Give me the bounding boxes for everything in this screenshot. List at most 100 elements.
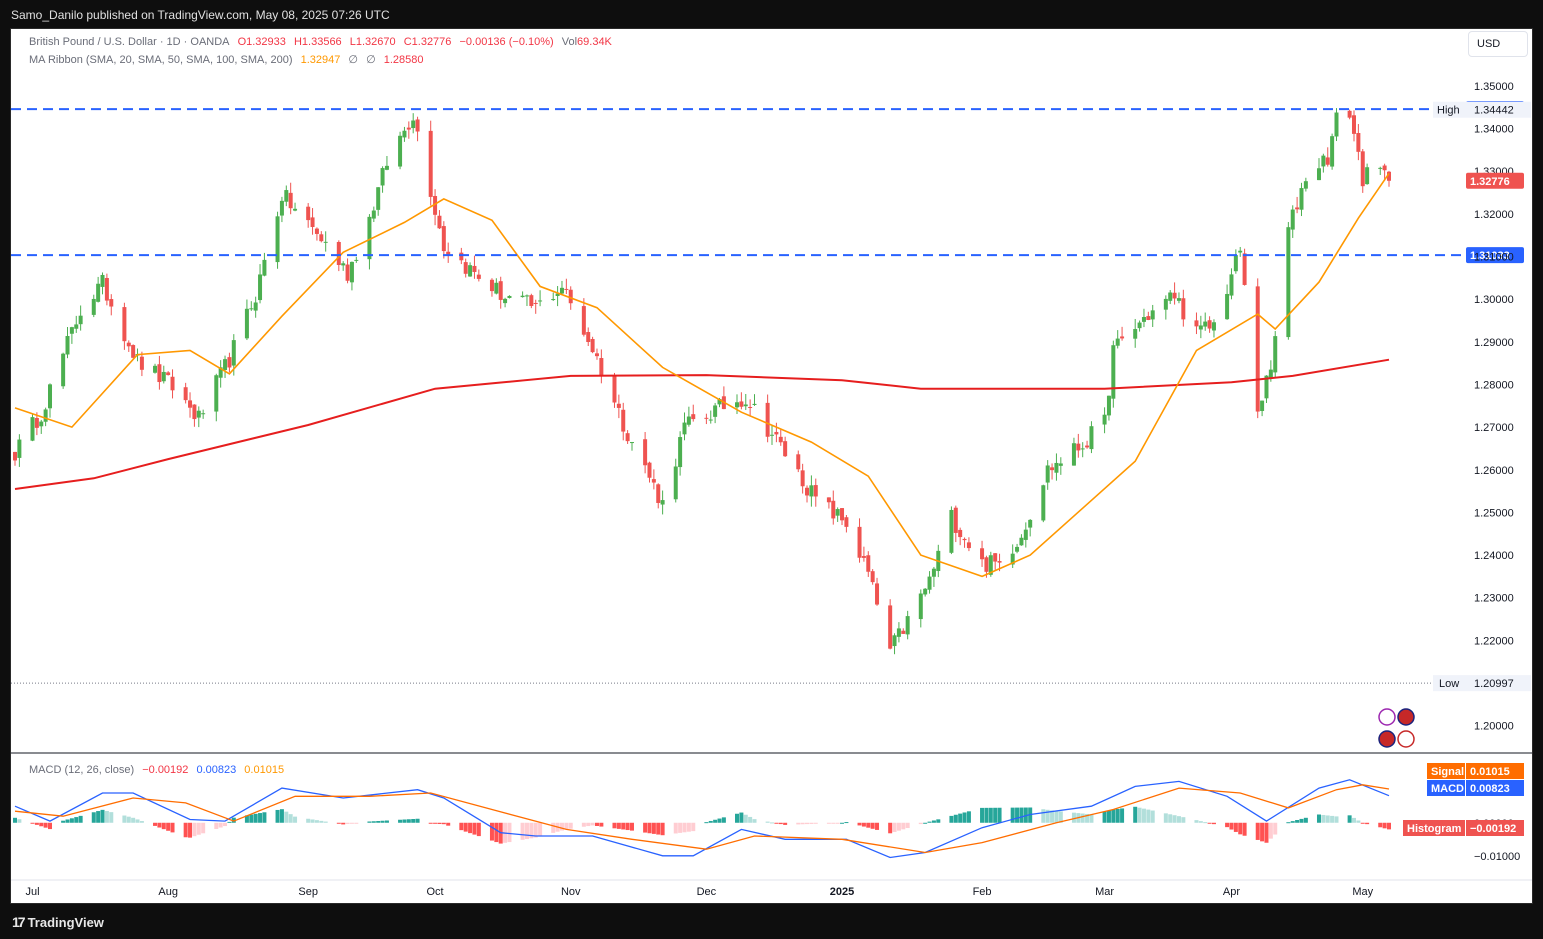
legend-macd-signal: 0.01015 — [244, 764, 285, 776]
macd-histogram-bar — [507, 822, 512, 843]
candle-body — [74, 324, 79, 329]
macd-histogram-bar — [1233, 822, 1238, 832]
candle-body — [192, 404, 197, 420]
macd-histogram-bar — [966, 811, 971, 823]
legend-open: O1.32933 — [237, 36, 286, 48]
signal-tag-value: 0.01015 — [1470, 766, 1510, 778]
price-tick-label: 1.24000 — [1474, 550, 1514, 562]
macd-histogram-bar — [559, 822, 564, 831]
legend-ma-row[interactable]: MA Ribbon (SMA, 20, SMA, 50, SMA, 100, S… — [29, 53, 428, 66]
candle-body — [625, 433, 630, 442]
candle-body — [406, 127, 411, 130]
candle-body — [1076, 443, 1081, 451]
candle-body — [778, 436, 783, 443]
macd-histogram-bar — [96, 811, 101, 823]
candle-body — [1360, 151, 1365, 187]
macd-histogram-bar — [643, 822, 648, 833]
legend-ma-label[interactable]: MA Ribbon (SMA, 20, SMA, 50, SMA, 100, S… — [29, 54, 293, 66]
macd-histogram-bar — [927, 821, 932, 823]
candle-body — [1168, 292, 1173, 301]
legend-symbol[interactable]: British Pound / U.S. Dollar · 1D · OANDA — [29, 36, 230, 48]
publisher-text: Samo_Danilo published on TradingView.com… — [11, 8, 390, 22]
macd-histogram-bar — [1238, 822, 1243, 835]
macd-histogram-bar — [599, 822, 604, 827]
candle-body — [507, 295, 512, 298]
legend-macd-label[interactable]: MACD (12, 26, close) — [29, 764, 135, 776]
candle-body — [691, 414, 696, 420]
chart-frame[interactable]: 1.344561.310331.350001.340001.330001.320… — [10, 28, 1533, 904]
candle-body — [314, 228, 319, 234]
currency-button[interactable]: USD — [1468, 31, 1528, 57]
macd-histogram-bar — [988, 807, 993, 823]
candles-group — [13, 108, 1391, 655]
price-tick-label: 1.22000 — [1474, 635, 1514, 647]
macd-histogram-bar — [183, 822, 188, 838]
chart-canvas[interactable]: 1.344561.310331.350001.340001.330001.320… — [11, 29, 1532, 903]
candle-body — [463, 262, 468, 274]
candle-body — [1054, 462, 1059, 473]
candle-body — [1015, 546, 1020, 552]
macd-histogram-bar — [341, 822, 346, 825]
macd-histogram-bar — [1172, 815, 1177, 823]
legend-ma200: 1.28580 — [383, 54, 424, 66]
candle-body — [686, 416, 691, 425]
candle-body — [1150, 310, 1155, 320]
candle-body — [1290, 209, 1295, 230]
candle-body — [1085, 445, 1090, 448]
macd-histogram-bar — [1387, 822, 1391, 830]
macd-histogram-bar — [1085, 813, 1090, 823]
macd-histogram-bar — [293, 816, 298, 823]
candle-body — [1115, 338, 1120, 346]
candle-body — [275, 216, 280, 263]
macd-histogram-bar — [708, 820, 713, 823]
macd-histogram-bar — [896, 822, 901, 831]
legend-macd-row[interactable]: MACD (12, 26, close) −0.00192 0.00823 0.… — [29, 764, 289, 776]
macd-histogram-bar — [39, 822, 44, 827]
macd-histogram-bar — [770, 822, 775, 824]
macd-histogram-bar — [682, 822, 687, 833]
macd-histogram-bar — [997, 807, 1002, 823]
macd-histogram-bar — [1290, 821, 1295, 823]
macd-histogram-bar — [612, 822, 617, 829]
candle-body — [39, 421, 44, 427]
candle-body — [958, 529, 963, 538]
macd-tag-label-bg — [1427, 780, 1465, 796]
time-axis-label: Nov — [561, 886, 581, 898]
candle-body — [1316, 168, 1321, 181]
candle-body — [1023, 529, 1028, 540]
candle-body — [1089, 426, 1094, 450]
macd-histogram-bar — [984, 807, 989, 823]
candle-body — [704, 417, 709, 419]
macd-histogram-bar — [931, 820, 936, 823]
price-tick-label: 1.26000 — [1474, 465, 1514, 477]
macd-histogram-bar — [459, 822, 464, 831]
macd-histogram-bar — [1089, 814, 1094, 823]
macd-histogram-bar — [336, 822, 341, 824]
price-tick-label: 1.34000 — [1474, 124, 1514, 136]
macd-histogram-bar — [402, 819, 407, 823]
macd-histogram-bar — [783, 822, 788, 825]
macd-histogram-bar — [157, 822, 162, 828]
candle-body — [870, 571, 875, 583]
macd-histogram-bar — [319, 820, 324, 823]
macd-histogram-bar — [1019, 807, 1024, 823]
candle-body — [1050, 467, 1055, 471]
legend-symbol-row[interactable]: British Pound / U.S. Dollar · 1D · OANDA… — [29, 36, 617, 48]
candle-body — [1071, 443, 1076, 466]
macd-histogram-bar — [13, 817, 17, 823]
candle-body — [1286, 227, 1291, 338]
macd-histogram-bar — [367, 821, 372, 823]
macd-histogram-bar — [34, 822, 39, 825]
candle-body — [997, 561, 1002, 563]
macd-histogram-bar — [231, 817, 236, 823]
macd-histogram-bar — [17, 819, 22, 823]
price-tick-label: 1.23000 — [1474, 593, 1514, 605]
candle-body — [800, 470, 805, 487]
candle-body — [857, 526, 862, 558]
candle-body — [249, 308, 254, 310]
candle-body — [1321, 155, 1326, 167]
macd-histogram-bar — [1303, 817, 1308, 823]
candle-body — [866, 555, 871, 572]
candle-body — [227, 357, 232, 368]
tradingview-logo[interactable]: 17 TradingView — [12, 914, 104, 930]
